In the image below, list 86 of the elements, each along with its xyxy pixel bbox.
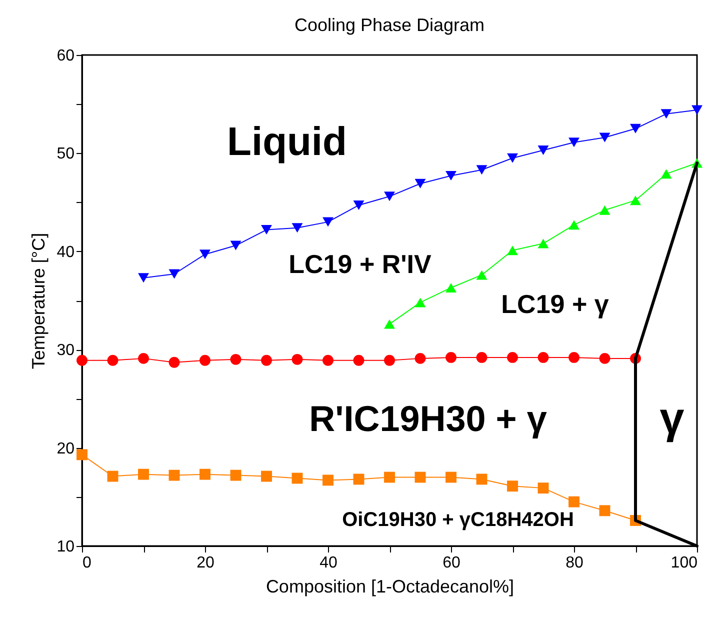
point [200, 468, 210, 480]
point [692, 105, 702, 115]
point [384, 319, 395, 329]
y-tick-label: 40 [56, 244, 75, 261]
x-axis-title: Composition [1-Octadecanol%] [266, 576, 514, 596]
point [200, 250, 210, 260]
point [384, 192, 395, 202]
y-tick-label: 30 [56, 342, 75, 360]
point [446, 472, 456, 483]
point [599, 352, 610, 364]
y-axis-title: Temperature [°C] [28, 232, 49, 370]
point [322, 354, 334, 366]
point [476, 352, 488, 363]
point [538, 238, 549, 248]
y-tick-label: 10 [56, 538, 75, 556]
point [322, 474, 334, 486]
point [76, 449, 88, 460]
point [476, 270, 488, 280]
point [446, 282, 456, 292]
point [507, 352, 518, 363]
point [630, 124, 641, 134]
point [384, 472, 395, 483]
y-tick-label: 60 [56, 48, 75, 64]
x-tick-label: 20 [196, 554, 214, 572]
annotation: R'IC19H30 + γ [309, 398, 547, 439]
point [507, 153, 518, 163]
point [261, 470, 272, 482]
point [76, 354, 88, 366]
point [353, 474, 364, 485]
point [414, 352, 426, 364]
y-tick-label: 20 [56, 440, 75, 458]
point [630, 196, 641, 206]
x-tick-label: 60 [442, 554, 460, 572]
point [230, 240, 242, 250]
point [446, 171, 456, 181]
point [353, 354, 364, 366]
point [138, 468, 149, 480]
point [292, 472, 303, 484]
x-tick-label: 100 [670, 554, 698, 572]
annotation: OiC19H30 + γC18H42OH [342, 509, 574, 531]
point [168, 356, 180, 368]
point [538, 352, 549, 363]
x-tick-label: 0 [82, 554, 92, 572]
point [446, 352, 456, 363]
point [230, 470, 242, 481]
point [353, 200, 364, 210]
point [292, 223, 303, 233]
point [568, 138, 580, 148]
annotation: LC19 + R'IV [288, 249, 432, 279]
point [107, 470, 118, 482]
point [538, 146, 549, 155]
point [138, 273, 149, 283]
point [261, 225, 272, 235]
point [107, 354, 118, 366]
point [538, 482, 549, 494]
point [322, 217, 334, 227]
point [414, 178, 426, 188]
annotation: Liquid [227, 120, 347, 164]
point [230, 354, 242, 365]
point [568, 352, 580, 363]
point [261, 354, 272, 366]
point [599, 132, 610, 142]
chart-title: Cooling Phase Diagram [294, 15, 485, 35]
point [384, 354, 395, 366]
annotation: γ [660, 394, 685, 443]
point [414, 298, 426, 308]
point [168, 470, 180, 481]
point [138, 352, 149, 364]
point [599, 505, 610, 516]
point [168, 269, 180, 279]
annotation: LC19 + γ [501, 289, 610, 319]
point [507, 480, 518, 492]
point [200, 354, 210, 366]
point [476, 165, 488, 175]
x-tick-label: 80 [566, 554, 584, 572]
point [660, 169, 672, 179]
x-tick-label: 40 [320, 554, 338, 572]
point [568, 220, 580, 230]
point [660, 109, 672, 119]
point [414, 472, 426, 483]
y-tick-label: 50 [56, 146, 75, 163]
point [568, 496, 580, 508]
point [599, 205, 610, 215]
point [476, 474, 488, 485]
point [507, 246, 518, 256]
point [292, 354, 303, 365]
